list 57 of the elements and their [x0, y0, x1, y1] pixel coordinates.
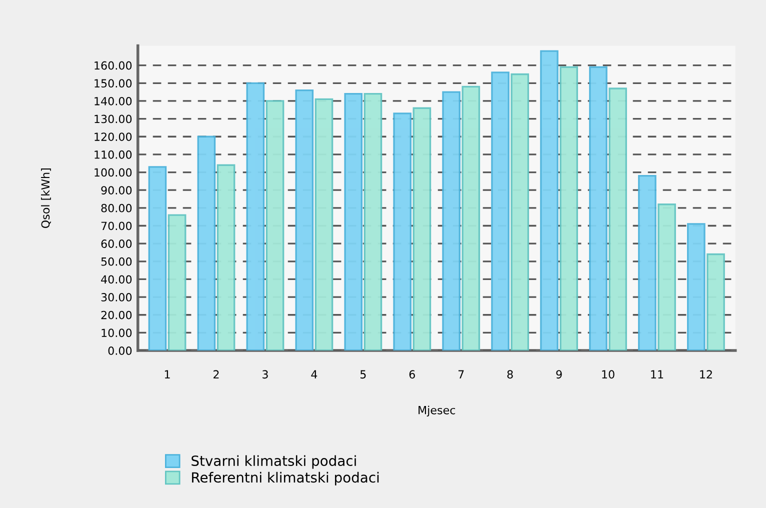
y-tick-label: 40.00 — [101, 275, 132, 284]
y-tick-label: 150.00 — [94, 79, 132, 88]
bar — [608, 88, 627, 351]
y-axis-title: Qsol [kWh] — [41, 168, 51, 228]
y-tick-label: 60.00 — [101, 240, 132, 248]
y-tick-label: 90.00 — [101, 186, 132, 194]
x-tick-label: 3 — [262, 370, 268, 379]
y-tick-label: 160.00 — [94, 61, 132, 70]
bar — [393, 112, 412, 351]
x-tick-label: 1 — [164, 370, 170, 378]
y-tick-label: 10.00 — [102, 328, 132, 338]
y-tick-label: 20.00 — [101, 310, 132, 320]
x-axis-title: Mjesec — [418, 406, 456, 416]
bar — [540, 50, 558, 351]
bar — [638, 175, 656, 351]
x-tick-label: 7 — [458, 370, 464, 378]
y-tick-label: 70.00 — [101, 222, 132, 230]
bar — [197, 136, 216, 351]
bar — [168, 214, 186, 351]
bar — [148, 166, 167, 351]
x-tick-label: 6 — [409, 370, 415, 379]
y-tick-label: 80.00 — [101, 204, 132, 212]
bar — [560, 66, 578, 351]
y-tick-label: 120.00 — [94, 132, 132, 142]
bar — [510, 73, 530, 351]
y-tick-label: 30.00 — [101, 293, 132, 302]
bar — [266, 100, 284, 351]
x-tick-label: 12 — [700, 370, 712, 378]
bar — [442, 91, 460, 351]
bar — [314, 98, 334, 351]
legend-label: Referentni klimatski podaci — [192, 472, 379, 486]
x-tick-label: 11 — [651, 370, 664, 378]
bar — [687, 223, 706, 351]
bar — [246, 82, 265, 351]
bar — [491, 72, 510, 351]
y-tick-label: 100.00 — [94, 168, 132, 177]
bar — [658, 204, 676, 351]
y-tick-label: 130.00 — [94, 114, 132, 124]
x-tick-label: 9 — [556, 370, 562, 379]
y-tick-label: 110.00 — [94, 150, 132, 159]
bar — [706, 253, 725, 351]
bar — [216, 164, 236, 351]
y-tick-label: 0.00 — [108, 346, 132, 355]
x-tick-label: 4 — [311, 370, 318, 378]
y-tick-label: 50.00 — [101, 257, 132, 266]
x-tick-label: 8 — [507, 370, 513, 379]
bar — [462, 86, 480, 351]
x-tick-label: 2 — [214, 370, 219, 378]
y-tick-label: 140.00 — [94, 96, 132, 106]
x-tick-label: 5 — [360, 370, 366, 379]
bar — [344, 93, 363, 351]
bar — [364, 93, 382, 351]
legend-label: Stvarni klimatski podaci — [192, 455, 356, 469]
bar — [295, 89, 314, 351]
x-tick-label: 10 — [602, 370, 614, 379]
bar — [412, 107, 432, 351]
bar — [589, 66, 608, 351]
